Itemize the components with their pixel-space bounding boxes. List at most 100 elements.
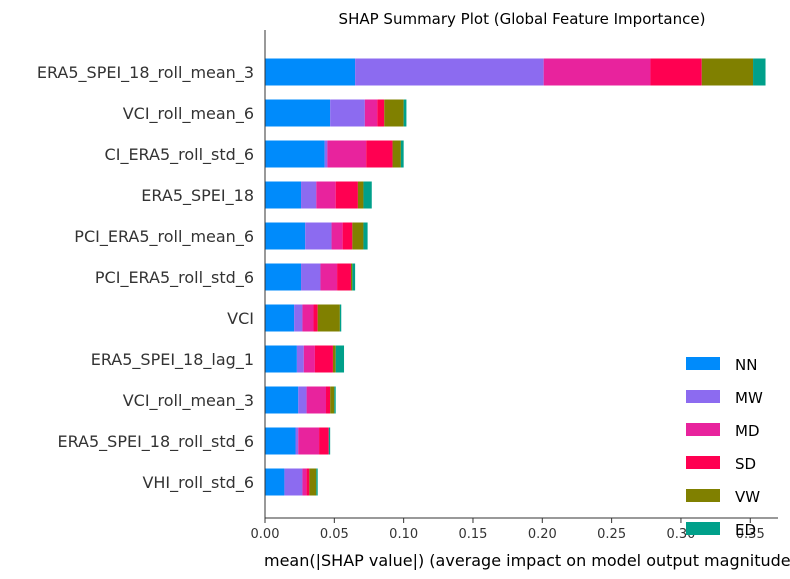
bar-segment-mw [305,222,332,250]
bar-segment-mw [284,468,303,496]
bar-segment-md [298,427,320,455]
y-tick-label: PCI_ERA5_roll_std_6 [95,268,254,288]
bar-segment-vw [384,99,404,127]
bar-segment-sd [314,345,333,373]
bar-segment-md [364,99,378,127]
legend-label: MW [735,389,763,407]
bar-segment-vw [357,181,364,209]
bar-segment-ed [363,181,372,209]
bar-row [265,222,368,250]
bar-segment-nn [265,468,285,496]
bar-segment-ed [335,345,345,373]
x-tick-label: 0.25 [597,527,626,542]
bar-segment-md [327,140,367,168]
bar-segment-md [306,386,327,414]
bar-segment-vw [352,222,364,250]
y-tick-label: VCI [227,309,254,328]
bar-segment-nn [265,427,296,455]
bar-segment-vw [332,345,336,373]
y-tick-label: CI_ERA5_roll_std_6 [105,145,254,165]
x-tick-label: 0.10 [389,527,418,542]
bar-segment-nn [265,263,302,291]
bar-segment-mw [330,99,365,127]
bar-segment-mw [296,345,304,373]
legend-label: ED [735,521,756,539]
bar-row [265,427,331,455]
bar-segment-sd [650,58,702,86]
bar-row [265,468,318,496]
x-tick-label: 0.15 [458,527,487,542]
bar-segment-md [302,304,314,332]
bar-segment-vw [317,304,340,332]
bar-segment-sd [366,140,393,168]
bar-row [265,99,407,127]
bar-row [265,263,356,291]
bar-row [265,386,336,414]
bar-row [265,58,766,86]
bar-segment-nn [265,222,306,250]
bar-segment-sd [335,181,358,209]
bar-segment-sd [306,468,310,496]
legend-label: SD [735,455,756,473]
x-tick-label: 0.05 [320,527,349,542]
bar-segment-nn [265,345,297,373]
bar-row [265,181,372,209]
legend-swatch-sd [686,456,720,469]
legend-swatch-ed [686,522,720,535]
bars-group [265,58,766,496]
bar-segment-mw [294,304,303,332]
y-tick-label: VHI_roll_std_6 [142,473,254,493]
bar-segment-sd [319,427,329,455]
legend-swatch-vw [686,489,720,502]
bar-segment-vw [701,58,754,86]
bar-segment-sd [313,304,318,332]
bar-segment-nn [265,140,325,168]
bar-row [265,345,345,373]
bar-segment-md [316,181,336,209]
x-tick-label: 0.00 [251,527,280,542]
bar-segment-ed [334,386,336,414]
bar-segment-nn [265,99,331,127]
bar-segment-nn [265,304,295,332]
bar-segment-vw [330,386,335,414]
bar-segment-md [302,468,307,496]
bar-segment-ed [363,222,368,250]
bar-segment-ed [403,99,407,127]
bar-segment-mw [301,263,321,291]
bar-segment-sd [326,386,331,414]
bar-segment-mw [298,386,307,414]
legend-label: VW [735,488,760,506]
legend-swatch-md [686,423,720,436]
y-tick-label: PCI_ERA5_roll_mean_6 [74,227,254,247]
bar-segment-md [331,222,343,250]
bar-row [265,304,342,332]
bar-segment-sd [337,263,351,291]
bar-segment-ed [400,140,404,168]
bar-segment-nn [265,386,299,414]
bar-segment-mw [324,140,328,168]
bar-segment-mw [301,181,317,209]
bar-segment-ed [339,304,342,332]
bar-segment-sd [342,222,353,250]
bar-segment-mw [355,58,544,86]
y-tick-label: VCI_roll_mean_3 [123,391,254,411]
y-tick-label: ERA5_SPEI_18_lag_1 [91,350,254,370]
bar-segment-mw [295,427,299,455]
bar-segment-ed [753,58,766,86]
bar-segment-nn [265,58,356,86]
y-tick-label: ERA5_SPEI_18 [141,186,254,206]
bar-segment-ed [316,468,318,496]
bar-segment-vw [350,263,353,291]
bar-segment-sd [377,99,385,127]
y-tick-label: ERA5_SPEI_18_roll_mean_3 [37,63,254,83]
bar-segment-ed [328,427,331,455]
legend-label: MD [735,422,760,440]
bar-segment-vw [309,468,317,496]
bar-segment-md [320,263,338,291]
legend-swatch-mw [686,390,720,403]
x-tick-label: 0.35 [736,527,765,542]
legend: NN MW MD SD VW ED [686,356,763,539]
chart-title: SHAP Summary Plot (Global Feature Import… [339,10,706,28]
x-axis-label: mean(|SHAP value|) (average impact on mo… [264,551,790,570]
